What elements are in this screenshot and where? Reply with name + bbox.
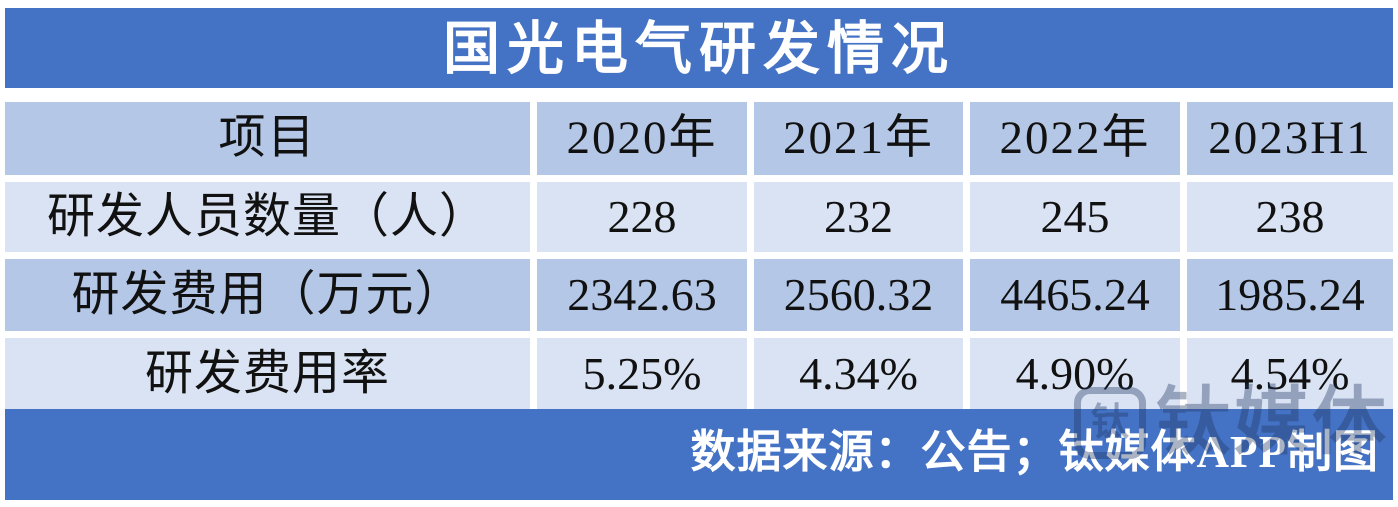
table-cell: 5.25%	[537, 338, 747, 409]
column-header-2022: 2022年	[970, 102, 1180, 175]
column-header-item: 项目	[5, 102, 530, 175]
title-bar: 国光电气研发情况	[5, 8, 1393, 88]
table-cell: 2560.32	[754, 259, 963, 331]
row-label-expense: 研发费用（万元）	[5, 259, 530, 331]
table-cell: 1985.24	[1187, 259, 1393, 331]
column-header-2020: 2020年	[537, 102, 747, 175]
column-header-2021: 2021年	[754, 102, 963, 175]
table-cell: 238	[1187, 182, 1393, 252]
page-title: 国光电气研发情况	[443, 17, 955, 81]
data-table: 项目 2020年 2021年 2022年 2023H1 研发人员数量（人） 22…	[5, 102, 1393, 409]
table-cell: 232	[754, 182, 963, 252]
table-cell: 228	[537, 182, 747, 252]
table-cell: 4465.24	[970, 259, 1180, 331]
row-label-expense-ratio: 研发费用率	[5, 338, 530, 409]
column-header-2023h1: 2023H1	[1187, 102, 1393, 175]
table-cell: 4.54%	[1187, 338, 1393, 409]
data-source-note: 数据来源：公告；钛媒体APP制图	[690, 427, 1379, 477]
table-cell: 245	[970, 182, 1180, 252]
source-footer-bar: 数据来源：公告；钛媒体APP制图	[5, 409, 1393, 500]
table-cell: 4.34%	[754, 338, 963, 409]
row-label-personnel: 研发人员数量（人）	[5, 182, 530, 252]
table-cell: 2342.63	[537, 259, 747, 331]
table-cell: 4.90%	[970, 338, 1180, 409]
